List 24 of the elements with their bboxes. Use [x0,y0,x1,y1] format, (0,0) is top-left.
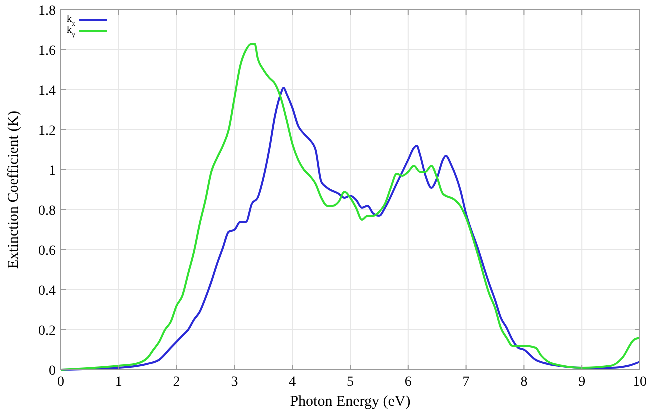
y-tick-label: 0.2 [38,324,56,339]
x-tick-label: 10 [633,375,647,390]
y-tick-label: 1.2 [38,124,56,139]
y-tick-label: 0.6 [38,244,56,259]
y-tick-label: 1.4 [38,84,56,99]
y-tick-label: 0 [49,364,56,379]
x-tick-label: 8 [520,375,528,390]
y-tick-label: 1.8 [38,4,56,19]
legend-label: k$_{x}$ [67,14,76,28]
y-tick-label: 1.6 [38,44,56,59]
x-tick-label: 5 [347,375,354,390]
x-tick-label: 9 [578,375,586,390]
x-tick-label: 6 [404,375,412,390]
x-tick-label: 2 [173,375,180,390]
y-tick-label: 0.8 [38,204,56,219]
x-axis-title: Photon Energy (eV) [290,394,411,410]
x-tick-label: 4 [289,375,296,390]
y-tick-label: 0.4 [38,284,56,299]
y-axis-title: Extinction Coefficient (K) [6,110,22,270]
x-tick-label: 1 [115,375,122,390]
y-tick-label: 1 [49,164,56,179]
legend-label: k$_{y}$ [67,25,76,39]
x-tick-label: 3 [231,375,238,390]
x-tick-label: 7 [462,375,470,390]
